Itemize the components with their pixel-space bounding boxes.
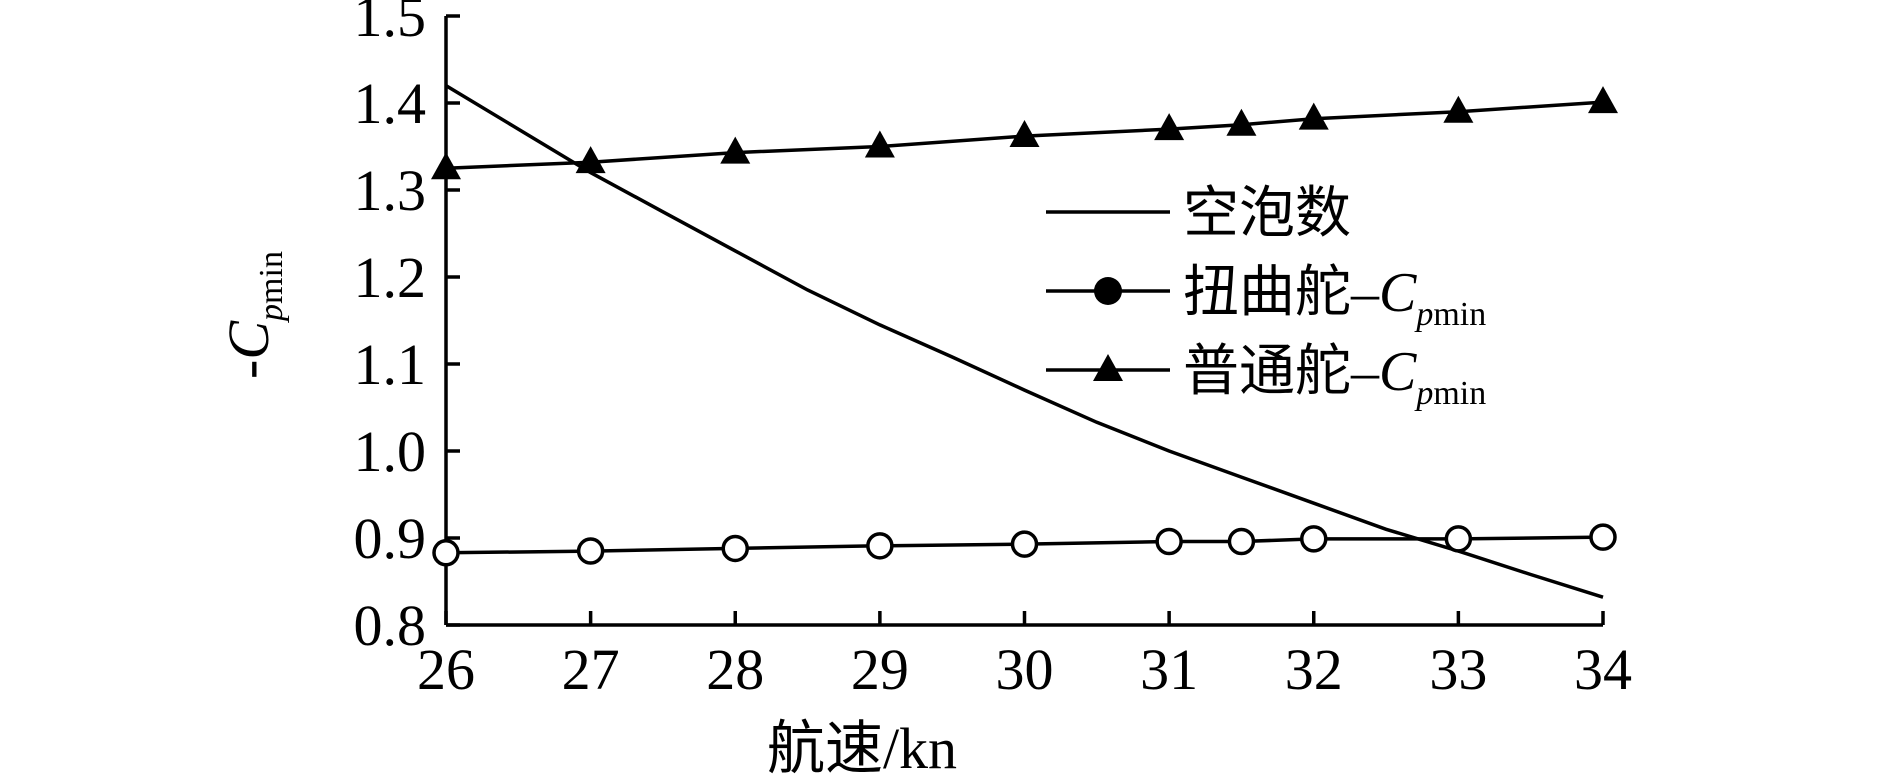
x-tick-label: 27 (562, 637, 620, 702)
y-axis-title: -Cpmin (216, 251, 290, 379)
legend-label-ordinary-rudder: 普通舵–Cpmin (1183, 341, 1486, 412)
data-point-triangle (864, 130, 895, 158)
series-layer (431, 84, 1618, 599)
legend-label-twisted-rudder: 扭曲舵–Cpmin (1183, 262, 1486, 333)
data-point-circle (432, 539, 460, 567)
y-ticks: 0.8 0.9 1.0 1.1 1.2 1.3 1.4 1.5 (354, 0, 460, 658)
data-point-triangle (1154, 113, 1185, 141)
series-cavitation (445, 84, 1604, 599)
data-point-triangle (1226, 108, 1257, 136)
x-tick-label: 29 (851, 637, 909, 702)
data-point-triangle (1009, 120, 1040, 148)
series-twisted-rudder (432, 523, 1617, 567)
legend-marker-triangle (1093, 354, 1123, 381)
data-point-circle (1227, 527, 1256, 556)
legend-item-cavitation: 空泡数 (1046, 183, 1351, 245)
series-ordinary-rudder (431, 86, 1618, 180)
x-tick-label: 33 (1429, 637, 1487, 702)
data-point-triangle (1443, 95, 1474, 123)
x-ticks: 26 27 28 29 30 31 32 33 34 (417, 611, 1632, 702)
y-tick-label: 1.4 (354, 71, 427, 136)
x-tick-label: 32 (1285, 637, 1343, 702)
y-tick-label: 1.2 (354, 245, 427, 310)
x-tick-label: 34 (1574, 637, 1632, 702)
x-tick-label: 26 (417, 637, 475, 702)
x-tick-label: 31 (1140, 637, 1198, 702)
legend-item-ordinary-rudder: 普通舵–Cpmin (1046, 341, 1486, 412)
data-point-triangle (1298, 102, 1329, 130)
data-point-circle (866, 532, 894, 560)
data-point-circle (1589, 523, 1617, 551)
x-axis-title: 航速/kn (767, 716, 957, 777)
y-tick-label: 0.8 (354, 593, 427, 658)
legend-label-cavitation: 空泡数 (1183, 183, 1351, 245)
y-tick-label: 1.3 (354, 158, 427, 223)
data-point-circle (1155, 527, 1183, 556)
legend-marker-circle (1094, 277, 1122, 305)
x-tick-label: 30 (996, 637, 1054, 702)
x-tick-label: 28 (706, 637, 764, 702)
data-point-circle (721, 534, 749, 563)
series-ordinary-rudder-line (445, 100, 1604, 171)
data-point-circle (576, 537, 605, 565)
data-point-triangle (1588, 86, 1618, 114)
data-point-circle (1444, 525, 1473, 553)
data-point-triangle (575, 146, 606, 174)
data-point-triangle (720, 136, 751, 164)
data-point-triangle (431, 152, 461, 180)
y-tick-label: 1.1 (354, 332, 427, 397)
legend: 空泡数 扭曲舵–Cpmin 普通舵–Cpmin (1046, 183, 1486, 412)
y-tick-label: 0.9 (354, 506, 427, 571)
y-tick-label: 1.5 (354, 0, 427, 49)
y-tick-label: 1.0 (354, 419, 427, 484)
legend-item-twisted-rudder: 扭曲舵–Cpmin (1046, 262, 1486, 333)
data-point-circle (1010, 530, 1039, 558)
data-point-circle (1300, 525, 1328, 553)
series-twisted-rudder-line (445, 535, 1604, 555)
series-cavitation-line (445, 84, 1604, 599)
